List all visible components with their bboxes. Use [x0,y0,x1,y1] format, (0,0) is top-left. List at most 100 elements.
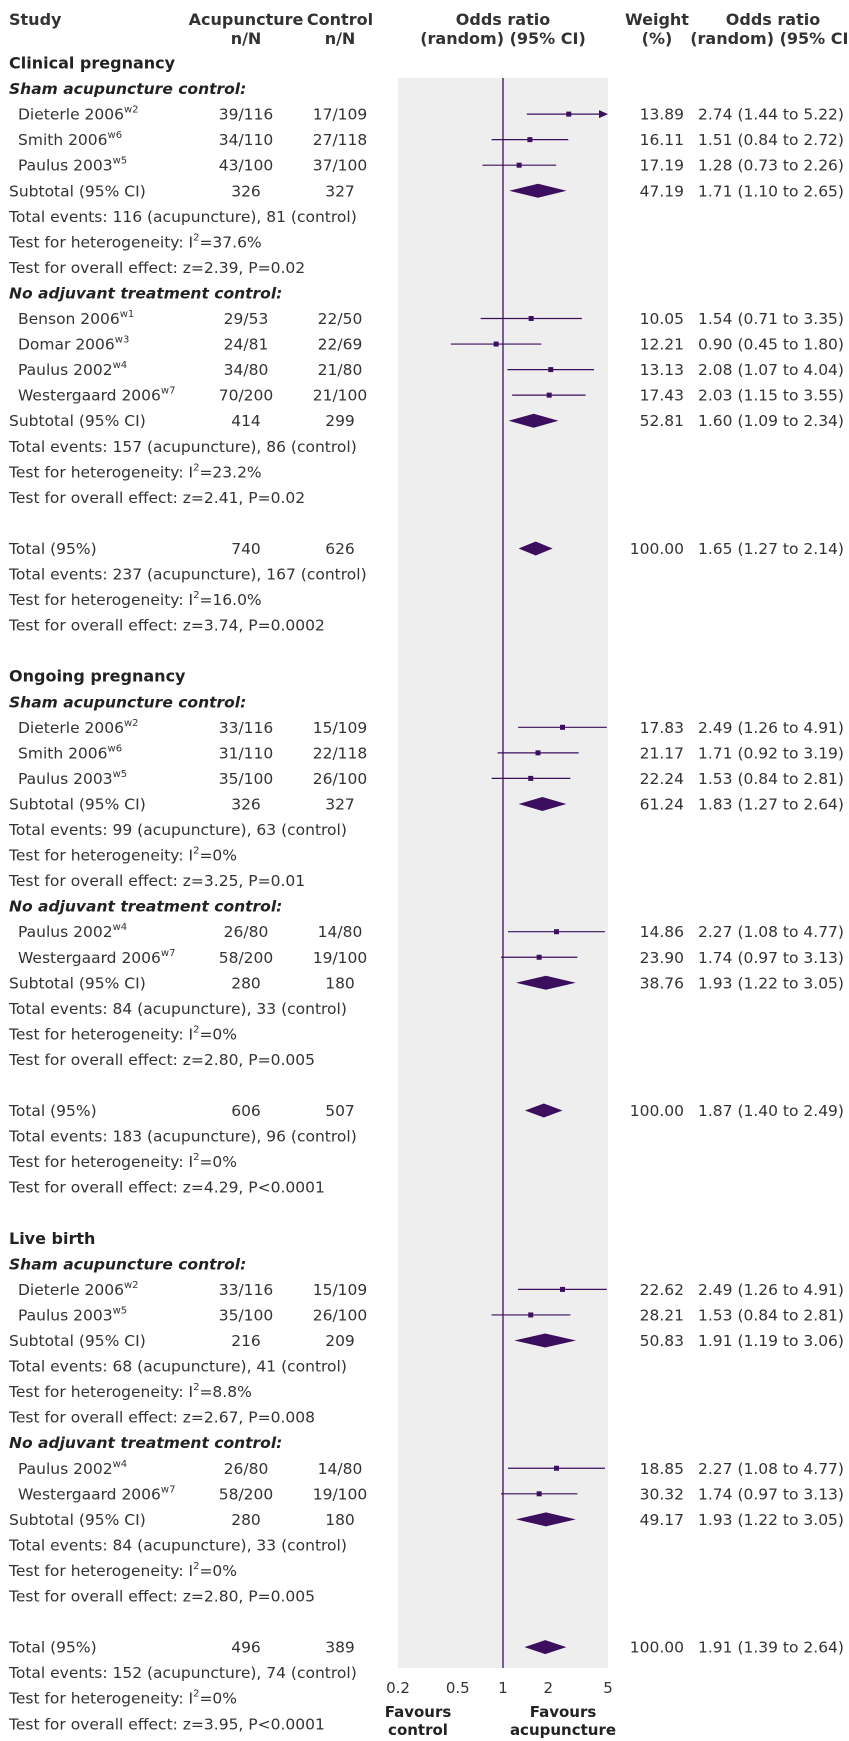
row-label: Total (95%) [8,1639,97,1657]
odds-ratio-value: 1.71 (1.10 to 2.65) [698,182,844,200]
summary-text-main: Test for overall effect: z=2.80, P=0.005 [8,1588,315,1606]
superscript: 2 [193,1561,199,1572]
point-estimate-square [536,1491,542,1497]
superscript: 2 [193,1152,199,1163]
acupuncture-count: 33/116 [219,719,274,737]
reference-superscript: w6 [108,743,123,754]
column-headers: Study Acupuncture n/N Control n/N Odds r… [9,10,849,48]
section-heading: Clinical pregnancy [9,54,176,73]
summary-text-main: Test for heterogeneity: I [8,847,193,865]
summary-text: Test for overall effect: z=3.95, P<0.000… [8,1715,325,1733]
pooled-estimate-diamond [515,1512,576,1527]
odds-ratio-value: 0.90 (0.45 to 1.80) [698,336,844,354]
summary-text-main: Test for overall effect: z=3.74, P=0.000… [8,617,325,635]
reference-superscript: w7 [161,386,176,397]
study-name: Benson 2006w1 [18,309,134,328]
control-count: 22/118 [313,744,368,762]
control-count: 19/100 [313,949,368,967]
favours-acupuncture-label: Favours [530,1703,597,1721]
header-weight-unit: (%) [642,29,673,48]
control-count: 507 [325,1102,355,1120]
summary-text: Test for overall effect: z=2.80, P=0.005 [8,1588,315,1606]
summary-text: Test for heterogeneity: I2=0% [8,1561,237,1580]
row-label: Dieterle 2006 [18,1281,124,1299]
weight-value: 21.17 [640,744,684,762]
acupuncture-count: 39/116 [219,106,274,124]
summary-text-value: =37.6% [199,233,261,251]
weight-value: 52.81 [640,412,684,430]
summary-text-main: Total events: 84 (acupuncture), 33 (cont… [8,1000,347,1018]
weight-value: 18.85 [640,1460,684,1478]
ci-overflow-arrow [599,110,608,119]
header-control: Control [307,10,373,29]
summary-text-value: =0% [199,1025,237,1043]
header-odds-ratio-plot: Odds ratio [456,10,550,29]
group-heading: Sham acupuncture control: [9,80,246,98]
row-label: Smith 2006 [18,131,108,149]
superscript: 2 [193,1689,199,1700]
group-heading: No adjuvant treatment control: [9,1434,282,1452]
summary-text: Total events: 68 (acupuncture), 41 (cont… [8,1358,347,1376]
acupuncture-count: 26/80 [224,923,269,941]
odds-ratio-value: 1.65 (1.27 to 2.14) [698,540,844,558]
group-heading: No adjuvant treatment control: [9,898,282,916]
group-heading: No adjuvant treatment control: [9,284,282,302]
weight-value: 22.62 [640,1281,684,1299]
study-name: Paulus 2002w4 [18,1459,127,1478]
reference-superscript: w5 [113,769,128,780]
odds-ratio-value: 2.27 (1.08 to 4.77) [698,1460,844,1478]
subtotal-label: Total (95%) [8,1102,97,1120]
point-estimate-square [493,341,499,347]
point-estimate-square [528,1312,534,1318]
summary-text-main: Test for overall effect: z=4.29, P<0.000… [8,1179,325,1197]
header-acupuncture: Acupuncture [189,10,304,29]
point-estimate-square [560,724,566,730]
row-label: Total (95%) [8,540,97,558]
x-axis: 0.2 0.5 1 2 5FavourscontrolFavoursacupunctur… [385,1679,616,1739]
summary-text-main: Test for heterogeneity: I [8,1562,193,1580]
subtotal-label: Total (95%) [8,1639,97,1657]
summary-text-main: Test for heterogeneity: I [8,1025,193,1043]
x-tick-label: 0.5 [446,1679,470,1697]
control-count: 27/118 [313,131,368,149]
summary-text: Total events: 152 (acupuncture), 74 (con… [8,1664,357,1682]
control-count: 180 [325,974,355,992]
summary-text-main: Test for overall effect: z=2.39, P=0.02 [8,259,305,277]
control-count: 22/69 [318,336,363,354]
summary-text-main: Test for overall effect: z=2.80, P=0.005 [8,1051,315,1069]
odds-ratio-value: 1.93 (1.22 to 3.05) [698,974,844,992]
row-label: Subtotal (95% CI) [9,412,146,430]
summary-text-main: Test for overall effect: z=2.41, P=0.02 [8,489,305,507]
odds-ratio-value: 1.93 (1.22 to 3.05) [698,1511,844,1529]
x-tick-label: 1 [498,1679,508,1697]
pooled-estimate-diamond [524,1640,567,1655]
odds-ratio-value: 1.83 (1.27 to 2.64) [698,795,844,813]
summary-text: Total events: 84 (acupuncture), 33 (cont… [8,1000,347,1018]
study-name: Dieterle 2006w2 [18,718,139,737]
superscript: 2 [193,232,199,243]
reference-superscript: w2 [124,105,139,116]
superscript: 2 [193,846,199,857]
acupuncture-count: 33/116 [219,1281,274,1299]
reference-superscript: w1 [120,309,135,320]
favours-control-label: Favours [385,1703,452,1721]
pooled-estimate-diamond [518,796,567,811]
summary-text: Test for heterogeneity: I2=0% [8,846,237,865]
summary-text: Test for overall effect: z=3.25, P=0.01 [8,872,305,890]
control-count: 21/80 [318,361,363,379]
weight-value: 12.21 [640,336,684,354]
study-name: Smith 2006w6 [18,130,122,149]
section-heading: Live birth [9,1229,95,1248]
header-acupuncture-nn: n/N [231,29,262,48]
acupuncture-count: 280 [231,974,261,992]
row-label: Westergaard 2006 [18,1485,161,1503]
pooled-estimate-diamond [514,1333,576,1348]
acupuncture-count: 740 [231,540,261,558]
reference-superscript: w7 [161,1484,176,1495]
odds-ratio-value: 2.08 (1.07 to 4.04) [698,361,844,379]
reference-superscript: w2 [124,718,139,729]
acupuncture-count: 35/100 [219,1306,274,1324]
weight-value: 22.24 [640,770,684,788]
summary-text-main: Total events: 99 (acupuncture), 63 (cont… [8,821,347,839]
